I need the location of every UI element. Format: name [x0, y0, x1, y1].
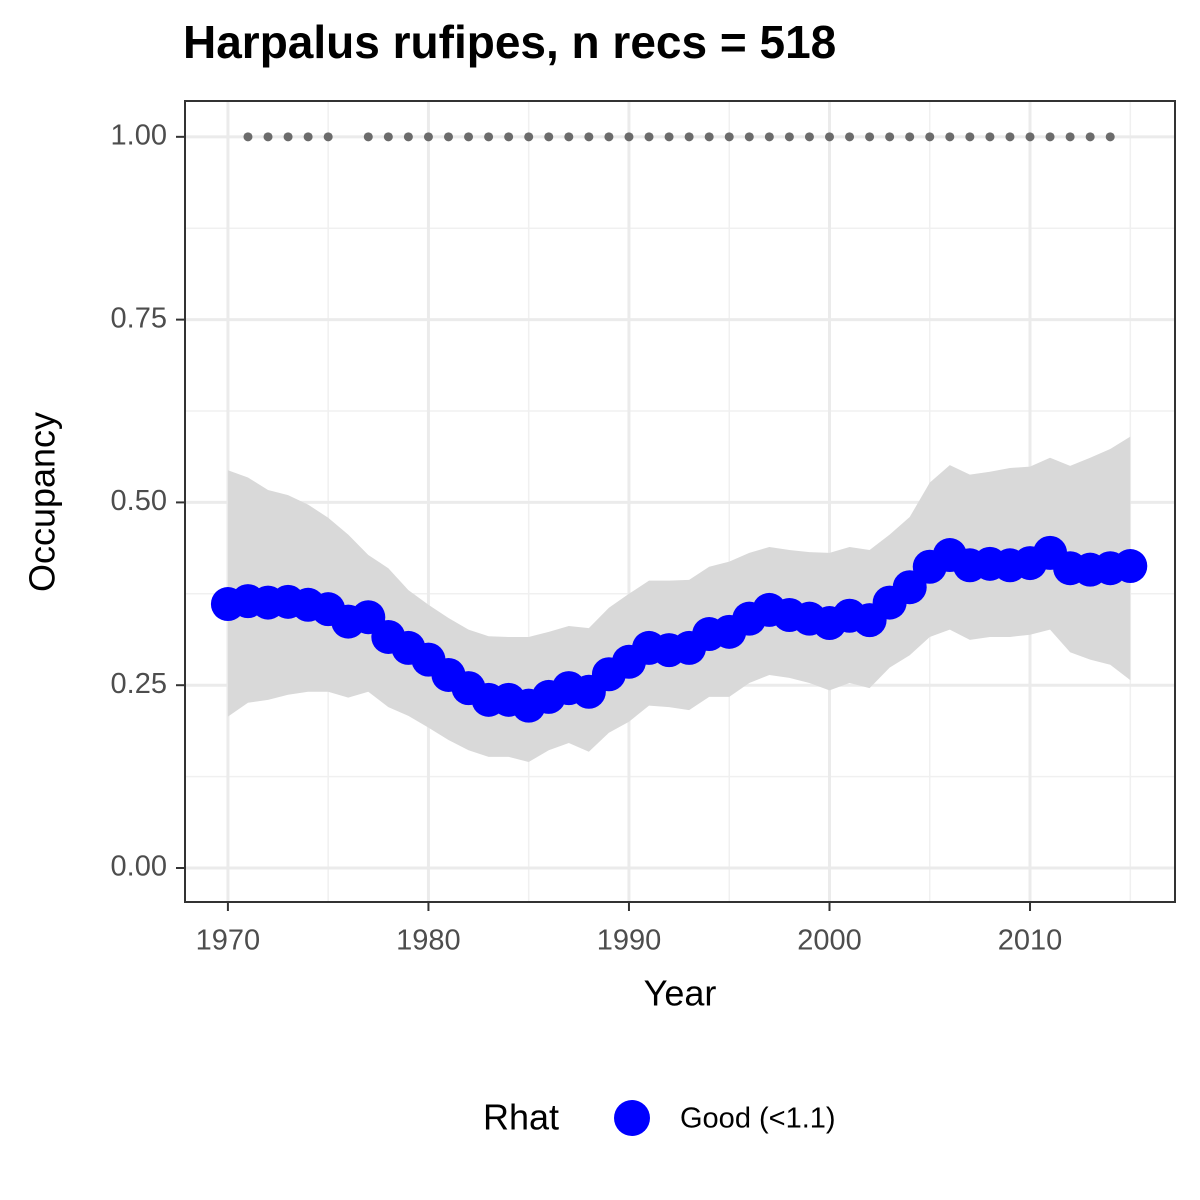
confidence-ribbon [227, 436, 1131, 762]
record-dot [1105, 132, 1115, 142]
record-dot [664, 132, 674, 142]
x-tick-label: 2000 [797, 925, 862, 957]
record-dot [784, 132, 794, 142]
y-tick-label: 1.00 [111, 119, 167, 151]
record-dot [824, 132, 834, 142]
record-dot [965, 132, 975, 142]
y-tick-label: 0.50 [111, 485, 167, 517]
y-tick-label: 0.00 [111, 851, 167, 883]
y-axis-label: Occupancy [22, 412, 63, 592]
record-dot [704, 132, 714, 142]
y-tick-label: 0.25 [111, 668, 167, 700]
record-dot [885, 132, 895, 142]
record-dot [1065, 132, 1075, 142]
record-dot [1025, 132, 1035, 142]
record-dot [283, 132, 293, 142]
record-dot [905, 132, 915, 142]
x-tick-label: 1970 [196, 925, 261, 957]
record-dot [624, 132, 634, 142]
record-dot [604, 132, 614, 142]
record-dot [764, 132, 774, 142]
record-dot [383, 132, 393, 142]
record-dot [363, 132, 373, 142]
occupancy-point [1113, 549, 1148, 584]
record-dot [443, 132, 453, 142]
record-dot [724, 132, 734, 142]
record-dot [303, 132, 313, 142]
record-dot [484, 132, 494, 142]
chart-title: Harpalus rufipes, n recs = 518 [183, 16, 836, 68]
x-tick-label: 1990 [597, 925, 662, 957]
record-dot [1005, 132, 1015, 142]
record-dot [925, 132, 935, 142]
x-tick-label: 2010 [998, 925, 1063, 957]
record-dot [845, 132, 855, 142]
x-tick-label: 1980 [396, 925, 461, 957]
record-dot [243, 132, 253, 142]
y-tick-label: 0.75 [111, 302, 167, 334]
record-dot [464, 132, 474, 142]
record-dot [524, 132, 534, 142]
record-dot [684, 132, 694, 142]
legend-label: Good (<1.1) [680, 1103, 836, 1135]
record-dot [1045, 132, 1055, 142]
record-dot [945, 132, 955, 142]
record-dot [804, 132, 814, 142]
record-dot [644, 132, 654, 142]
record-dot [865, 132, 875, 142]
record-dot [544, 132, 554, 142]
record-dot [564, 132, 574, 142]
record-dot [744, 132, 754, 142]
legend-swatch [614, 1100, 650, 1136]
record-dot [423, 132, 433, 142]
record-dot [263, 132, 273, 142]
x-axis-label: Year [644, 973, 717, 1014]
record-dot [323, 132, 333, 142]
legend-title: Rhat [483, 1097, 559, 1138]
record-dot [504, 132, 514, 142]
record-dot [985, 132, 995, 142]
record-dot [403, 132, 413, 142]
record-dot [584, 132, 594, 142]
record-dot [1085, 132, 1095, 142]
